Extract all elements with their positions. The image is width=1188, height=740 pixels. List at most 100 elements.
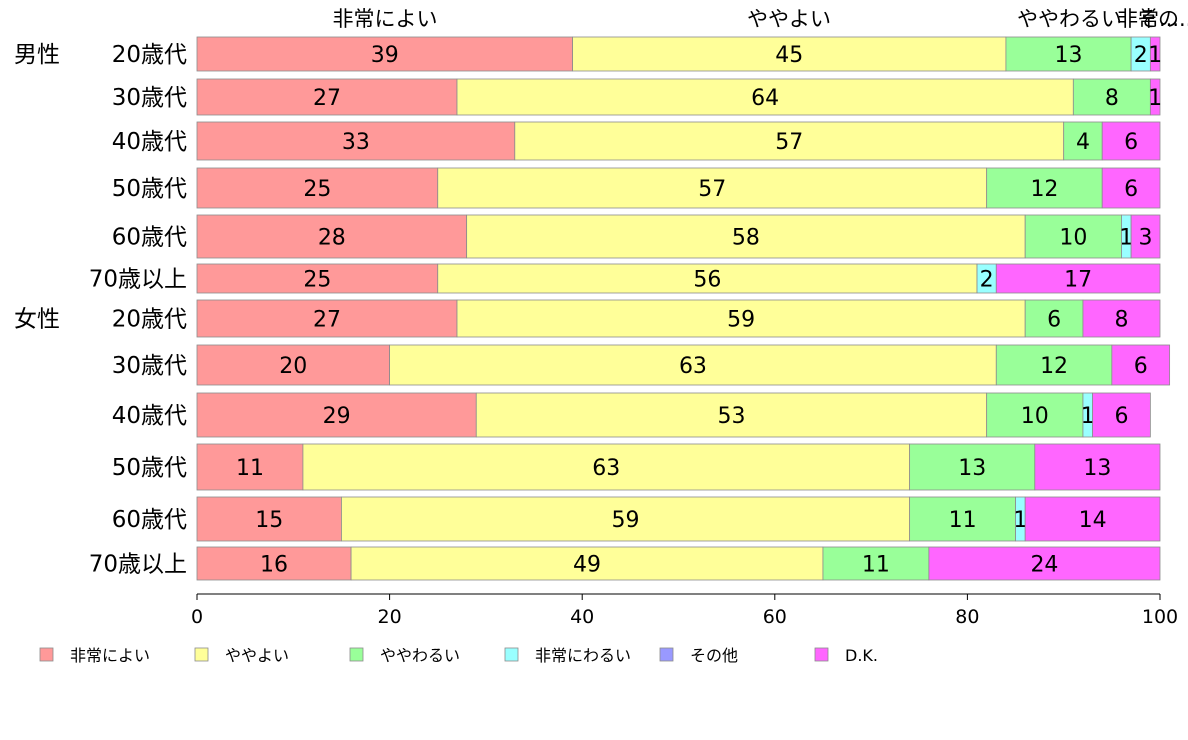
legend-item: その他: [660, 646, 738, 665]
bar-value-label: 6: [1047, 308, 1061, 333]
category-label: 50歳代: [112, 176, 187, 202]
x-tick-label: 80: [955, 606, 979, 628]
bar-value-label: 3: [1139, 226, 1153, 251]
bar-value-label: 56: [693, 268, 721, 293]
legend-label: 非常によい: [70, 646, 150, 665]
group-label: 男性: [14, 42, 60, 68]
bar-value-label: 12: [1040, 354, 1068, 379]
legend-swatch: [40, 648, 53, 661]
top-labels: 非常によいややよいややわるい非常...その...: [333, 7, 1188, 31]
legend-swatch: [815, 648, 828, 661]
bar-row: 33 57 4 6: [197, 122, 1160, 160]
bar-value-label: 57: [698, 177, 726, 202]
bar-value-label: 59: [727, 308, 755, 333]
category-label: 70歳以上: [89, 267, 187, 293]
category-label: 30歳代: [112, 353, 187, 379]
legend-label: ややわるい: [380, 646, 460, 665]
category-label: 40歳代: [112, 129, 187, 155]
bar-value-label: 63: [679, 354, 707, 379]
bar-value-label: 11: [236, 456, 264, 481]
legend-swatch: [660, 648, 673, 661]
bar-value-label: 14: [1079, 508, 1107, 533]
bar-value-label: 15: [255, 508, 283, 533]
bar-row: 16 49 11 24: [197, 547, 1160, 580]
legend: 非常によい ややよい ややわるい 非常にわるい その他 D.K.: [40, 646, 878, 665]
bar-value-label: 6: [1124, 130, 1138, 155]
legend-item: D.K.: [815, 646, 878, 665]
bar-value-label: 28: [318, 226, 346, 251]
top-label: その...: [1137, 7, 1188, 31]
bar-row: 25 57 12 6: [197, 168, 1160, 208]
bar-value-label: 10: [1021, 404, 1049, 429]
category-label: 40歳代: [112, 403, 187, 429]
bar-value-label: 59: [612, 508, 640, 533]
legend-label: ややよい: [225, 646, 289, 665]
top-label: ややよい: [747, 7, 831, 31]
bar-value-label: 4: [1076, 130, 1090, 155]
category-label: 70歳以上: [89, 552, 187, 578]
bar-value-label: 1: [1148, 86, 1162, 111]
x-tick-label: 20: [378, 606, 402, 628]
bar-value-label: 11: [862, 553, 890, 578]
bar-value-label: 45: [775, 43, 803, 68]
legend-label: D.K.: [845, 646, 878, 665]
legend-item: 非常によい: [40, 646, 150, 665]
legend-swatch: [350, 648, 363, 661]
bar-value-label: 27: [313, 86, 341, 111]
bar-row: 25 56 2 17: [197, 264, 1160, 293]
bar-value-label: 25: [303, 268, 331, 293]
bar-value-label: 64: [751, 86, 779, 111]
bar-value-label: 29: [323, 404, 351, 429]
bar-value-label: 25: [303, 177, 331, 202]
legend-label: 非常にわるい: [535, 646, 631, 665]
bar-value-label: 24: [1030, 553, 1058, 578]
legend-item: 非常にわるい: [505, 646, 631, 665]
group-label: 女性: [14, 307, 60, 333]
legend-swatch: [505, 648, 518, 661]
bar-value-label: 17: [1064, 268, 1092, 293]
bar-value-label: 11: [949, 508, 977, 533]
legend-label: その他: [690, 646, 738, 665]
bar-value-label: 57: [775, 130, 803, 155]
bar-value-label: 16: [260, 553, 288, 578]
bar-value-label: 39: [371, 43, 399, 68]
x-tick-label: 40: [570, 606, 594, 628]
legend-item: ややよい: [195, 646, 289, 665]
bar-value-label: 6: [1124, 177, 1138, 202]
bar-value-label: 13: [958, 456, 986, 481]
bar-value-label: 12: [1030, 177, 1058, 202]
category-label: 60歳代: [112, 507, 187, 533]
bar-value-label: 13: [1083, 456, 1111, 481]
category-label: 50歳代: [112, 455, 187, 481]
x-axis: 0 20 40 60 80 100: [191, 594, 1178, 628]
category-label: 60歳代: [112, 225, 187, 251]
legend-swatch: [195, 648, 208, 661]
x-tick-label: 60: [763, 606, 787, 628]
bar-value-label: 33: [342, 130, 370, 155]
bar-value-label: 6: [1134, 354, 1148, 379]
bar-value-label: 10: [1059, 226, 1087, 251]
bar-value-label: 63: [592, 456, 620, 481]
bar-value-label: 2: [1134, 43, 1148, 68]
x-tick-label: 100: [1142, 606, 1178, 628]
bar-value-label: 53: [717, 404, 745, 429]
bar-value-label: 49: [573, 553, 601, 578]
category-labels: 20歳代30歳代40歳代50歳代60歳代70歳以上20歳代30歳代40歳代50歳…: [89, 42, 187, 578]
x-tick-label: 0: [191, 606, 203, 628]
legend-item: ややわるい: [350, 646, 460, 665]
bar-value-label: 2: [980, 268, 994, 293]
bar-value-label: 27: [313, 308, 341, 333]
bar-value-label: 1: [1148, 43, 1162, 68]
top-label: 非常によい: [333, 7, 438, 31]
